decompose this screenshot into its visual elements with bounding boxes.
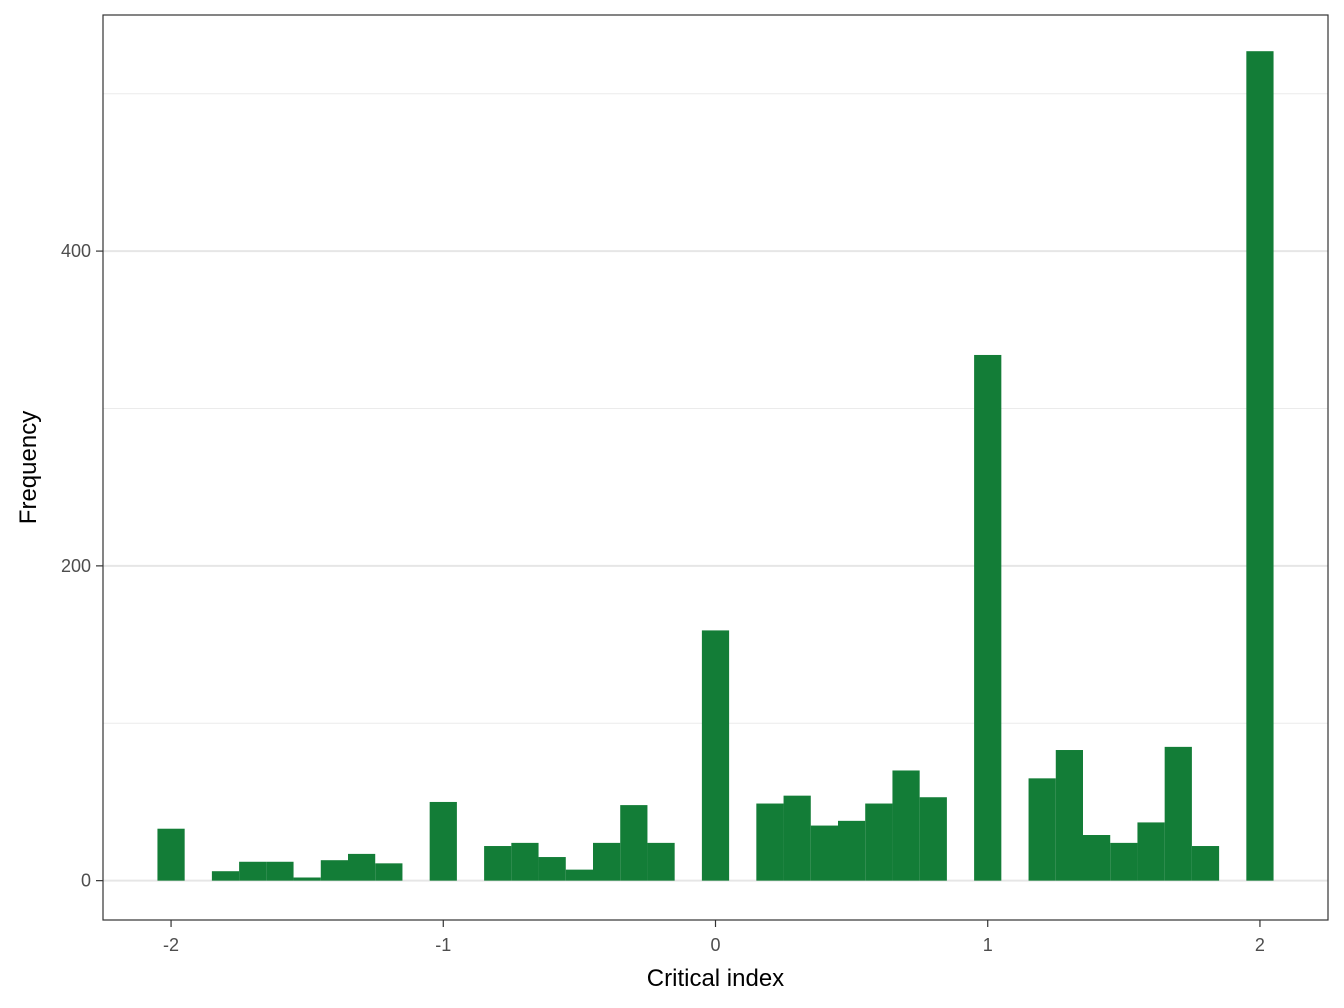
histogram-bar (919, 797, 947, 881)
y-axis-title: Frequency (15, 411, 42, 524)
x-tick-label: -2 (163, 935, 179, 955)
x-axis-title: Critical index (647, 965, 784, 992)
histogram-bar (593, 842, 621, 881)
y-tick-label: 0 (81, 871, 91, 891)
histogram-bar (620, 805, 648, 881)
histogram-bar (756, 803, 784, 881)
x-tick-label: -1 (435, 935, 451, 955)
histogram-bar (211, 871, 240, 881)
histogram-bar (892, 770, 920, 881)
histogram-bar (1110, 842, 1138, 881)
histogram-bar (157, 828, 185, 881)
histogram-bar (1028, 778, 1056, 881)
x-tick-label: 2 (1255, 935, 1265, 955)
histogram-bar (293, 877, 321, 881)
histogram-bar (1191, 846, 1220, 881)
histogram-bar (647, 842, 675, 881)
y-tick-label: 200 (61, 556, 91, 576)
x-axis: -2 -1 0 1 2 (163, 920, 1265, 955)
histogram-bar (838, 820, 866, 881)
histogram-bar (565, 869, 593, 881)
histogram-bar (1137, 822, 1165, 881)
histogram-bar (348, 853, 376, 881)
histogram-bar (1055, 750, 1083, 881)
histogram-bar (484, 846, 512, 881)
histogram-bars (157, 51, 1274, 881)
histogram-bar (1083, 835, 1111, 881)
histogram-bar (974, 354, 1002, 881)
histogram-bar (783, 795, 811, 881)
x-tick-label: 0 (710, 935, 720, 955)
histogram-bar (239, 861, 267, 881)
histogram-bar (810, 825, 838, 881)
histogram-bar (1246, 51, 1274, 881)
histogram-bar (320, 860, 348, 881)
histogram-bar (266, 861, 294, 881)
x-tick-label: 1 (983, 935, 993, 955)
y-axis: 0 200 400 (61, 241, 103, 891)
histogram-bar (375, 863, 403, 881)
histogram-bar (429, 801, 457, 881)
histogram-bar (701, 630, 730, 881)
histogram-bar (511, 842, 539, 881)
y-tick-label: 400 (61, 241, 91, 261)
histogram-bar (1164, 746, 1192, 881)
histogram-bar (865, 803, 893, 881)
histogram-bar (538, 857, 566, 881)
